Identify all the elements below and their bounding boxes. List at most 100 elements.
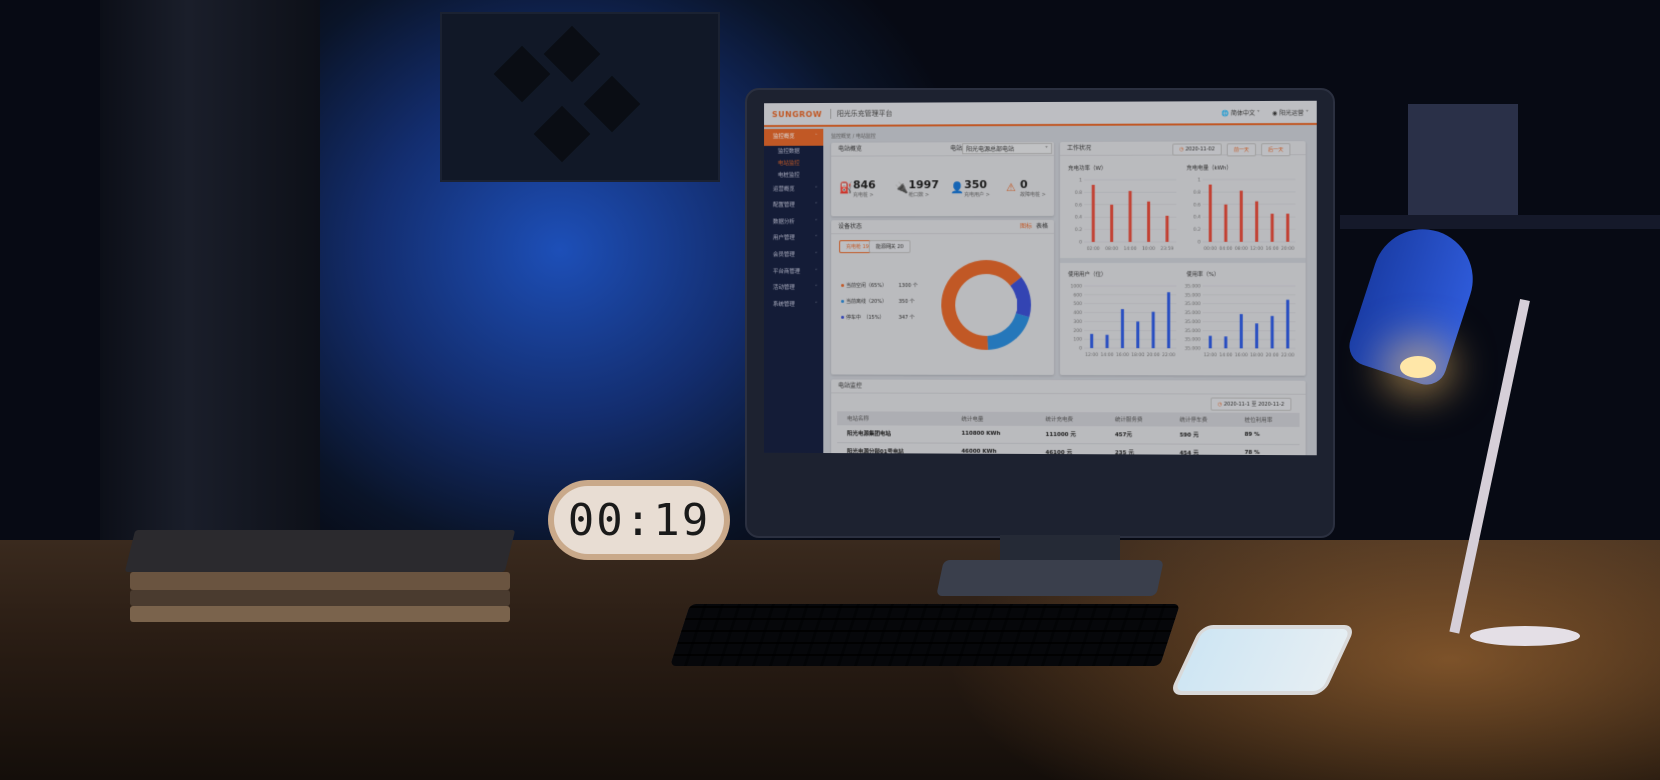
- sidebar-item[interactable]: 电站监控: [764, 157, 823, 169]
- language-switch[interactable]: 🌐 简体中文 ˅: [1221, 109, 1260, 117]
- y-tick-label: 0.6: [1193, 202, 1200, 208]
- column-header: 统计电量: [951, 411, 1036, 426]
- column-header: 统计停车费: [1169, 412, 1235, 427]
- table-row[interactable]: 阳光电源分部01号电站 46000 KWh 46100 元 235 元 454 元 78 …: [837, 442, 1300, 456]
- sidebar-item[interactable]: 监控数据: [764, 145, 823, 157]
- date-range-picker[interactable]: ◷ 2020-11-1 至 2020-11-2: [1210, 397, 1292, 411]
- stat-label: 故障电桩 >: [1020, 191, 1046, 199]
- sidebar-item-label: 运营概览: [772, 186, 795, 193]
- station-label: 电站: [950, 145, 963, 153]
- sidebar-item-label: 电站监控: [777, 160, 800, 167]
- sidebar-item[interactable]: 电桩监控: [764, 169, 823, 181]
- prev-day-button[interactable]: 前一天: [1226, 143, 1257, 157]
- station-monitor-card: 电站监控 ◷ 2020-11-1 至 2020-11-2 电站名称 统计电量 统计充…: [831, 379, 1306, 456]
- stat-label: 充电用户 >: [964, 192, 990, 199]
- sidebar-item[interactable]: 用户管理 ˅: [764, 231, 823, 248]
- bar: [1128, 190, 1132, 242]
- sidebar-item-label: 会员管理: [772, 252, 795, 259]
- x-tick-label: 20:00: [1266, 352, 1279, 358]
- y-tick-label: 0.4: [1075, 215, 1082, 221]
- x-tick-label: 23:59: [1161, 246, 1174, 252]
- bar: [1270, 213, 1274, 242]
- y-tick-label: 35.000: [1185, 337, 1201, 343]
- chevron-icon: ˅: [814, 268, 818, 275]
- legend-label: 当前离线（20%）: [846, 298, 887, 305]
- date-picker[interactable]: ◷ 2020-11-02: [1172, 143, 1222, 156]
- y-tick-label: 35.000: [1185, 328, 1201, 334]
- sidebar-item[interactable]: 监控概览 ˄: [764, 128, 824, 146]
- station-select[interactable]: 阳光电源总部电站 ˅: [962, 142, 1052, 155]
- y-tick-label: 0.6: [1075, 202, 1082, 208]
- x-tick-label: 18:00: [1250, 352, 1263, 358]
- y-tick-label: 0: [1079, 346, 1082, 352]
- stat-user[interactable]: 👤 350 充电用户 >: [950, 178, 990, 198]
- x-tick-label: 08:00: [1235, 246, 1248, 252]
- sidebar-item-label: 监控数据: [777, 148, 800, 155]
- chevron-down-icon: ˅: [1044, 145, 1048, 153]
- table-cell: 454 元: [1169, 443, 1235, 456]
- shelf: [1340, 215, 1660, 229]
- column-header: 桩位利用率: [1234, 412, 1300, 427]
- sidebar-item[interactable]: 平台商管理 ˅: [764, 264, 823, 281]
- sidebar-item[interactable]: 系统管理 ˅: [764, 297, 823, 314]
- bar: [1110, 204, 1114, 242]
- legend-dot: [841, 283, 845, 287]
- chart-title: 充电功率（W）: [1068, 164, 1106, 172]
- x-tick-label: 14:00: [1101, 352, 1114, 358]
- top-bar: SUNGROW 阳光乐充管理平台 🌐 简体中文 ˅ ◉ 阳光运营 ˅: [764, 100, 1317, 128]
- overview-card: 电站概览 电站 阳光电源总部电站 ˅ ⛽ 846 充电桩 > 🔌 1997 枪口数 > 👤 35…: [831, 141, 1054, 217]
- donut-chart: [936, 250, 1036, 360]
- date-value: 2020-11-02: [1185, 146, 1215, 153]
- warning-icon: ⚠: [1006, 181, 1016, 195]
- logo: SUNGROW: [771, 109, 823, 119]
- y-tick-label: 35.000: [1185, 292, 1201, 298]
- legend-count: 1300 个: [898, 282, 918, 289]
- stat-warning[interactable]: ⚠ 0 故障电桩 >: [1006, 178, 1046, 198]
- y-tick-label: 1: [1079, 177, 1082, 183]
- y-tick-label: 0.8: [1075, 190, 1082, 196]
- sidebar-item-label: 监控概览: [772, 133, 795, 140]
- chart-title: 充电电量（kWh）: [1186, 163, 1231, 171]
- sidebar-item[interactable]: 配置管理 ˅: [764, 198, 823, 215]
- stat-value: 350: [964, 178, 988, 192]
- stat-charger[interactable]: ⛽ 846 充电桩 >: [839, 178, 876, 198]
- tab-table[interactable]: 表格: [1036, 222, 1049, 231]
- sidebar-item[interactable]: 活动管理 ˅: [764, 280, 823, 297]
- y-tick-label: 600: [1073, 292, 1082, 298]
- shelf-box: [1408, 104, 1518, 216]
- x-tick-label: 12:00: [1250, 246, 1263, 252]
- sidebar-item[interactable]: 会员管理 ˅: [764, 247, 823, 264]
- work-status-card: 工作状况 ◷ 2020-11-02 前一天 后一天 充电功率（W） 0 0.2 0.4…: [1059, 141, 1306, 376]
- sidebar-item[interactable]: 运营概览 ˅: [764, 181, 823, 198]
- bar: [1120, 309, 1124, 349]
- sidebar-item-label: 配置管理: [772, 202, 795, 209]
- x-tick-label: 16:00: [1116, 352, 1129, 358]
- keyboard: [669, 604, 1181, 666]
- y-tick-label: 0: [1198, 239, 1201, 245]
- clock-icon: ◷: [1179, 146, 1184, 153]
- x-tick-label: 14:00: [1219, 352, 1232, 358]
- table-row[interactable]: 阳光电源集团电站 110800 KWh 111000 元 457元 590 元 89 %: [837, 425, 1300, 445]
- stat-plug[interactable]: 🔌 1997 枪口数 >: [895, 178, 939, 198]
- x-tick-label: 00:00: [1204, 246, 1217, 252]
- y-tick-label: 35.000: [1185, 301, 1201, 307]
- tab-chart[interactable]: 图标: [1020, 223, 1033, 231]
- user-menu[interactable]: ◉ 阳光运营 ˅: [1272, 109, 1309, 117]
- x-tick-label: 20:00: [1281, 246, 1294, 252]
- date-sep: 至: [1251, 401, 1257, 408]
- next-day-button[interactable]: 后一天: [1261, 143, 1291, 157]
- chevron-icon: ˅: [814, 219, 818, 226]
- x-tick-label: 12:00: [1085, 352, 1098, 358]
- legend-count: 350 个: [898, 298, 915, 305]
- filter-gateway[interactable]: 能源网关 20: [868, 240, 911, 254]
- y-tick-label: 300: [1073, 319, 1082, 325]
- table-cell: 111000 元: [1035, 425, 1105, 444]
- table-cell: 89 %: [1234, 426, 1300, 445]
- bar: [1165, 215, 1169, 242]
- legend-dot: [841, 315, 845, 319]
- date-from: 2020-11-1: [1223, 401, 1250, 408]
- work-title: 工作状况: [1067, 144, 1092, 152]
- sidebar-item[interactable]: 数据分析 ˅: [764, 214, 823, 231]
- user-name: 阳光运营: [1279, 109, 1304, 117]
- bar: [1091, 184, 1095, 242]
